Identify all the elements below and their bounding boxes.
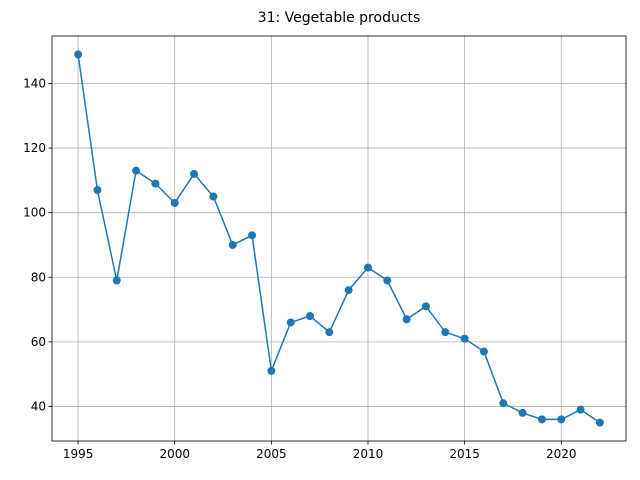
marker	[74, 50, 83, 59]
marker	[441, 328, 450, 337]
marker	[499, 399, 508, 408]
marker	[479, 347, 488, 356]
marker	[93, 186, 102, 195]
marker	[286, 318, 295, 327]
marker	[557, 415, 566, 424]
y-tick-label: 100	[23, 206, 46, 220]
marker	[344, 286, 353, 295]
marker	[248, 231, 257, 240]
marker	[383, 276, 392, 285]
x-tick-label: 2010	[353, 447, 384, 461]
x-tick-label: 2020	[546, 447, 577, 461]
marker	[228, 240, 237, 249]
x-tick-label: 2000	[159, 447, 190, 461]
marker	[518, 408, 527, 417]
x-tick-label: 2005	[256, 447, 287, 461]
plot-frame	[51, 35, 627, 442]
chart-title: 31: Vegetable products	[258, 10, 421, 26]
marker	[190, 169, 199, 178]
y-tick-label: 140	[23, 76, 46, 90]
marker	[151, 179, 160, 188]
marker	[112, 276, 121, 285]
marker	[170, 198, 179, 207]
marker	[576, 405, 585, 414]
marker	[132, 166, 141, 175]
x-tick-label: 1995	[63, 447, 94, 461]
y-tick-label: 40	[31, 399, 46, 413]
marker	[267, 366, 276, 375]
marker	[402, 315, 411, 324]
marker	[460, 334, 469, 343]
marker	[537, 415, 546, 424]
marker	[595, 418, 604, 427]
marker	[306, 312, 315, 321]
y-tick-label: 60	[31, 335, 46, 349]
y-tick-label: 120	[23, 141, 46, 155]
marker	[325, 328, 334, 337]
line	[77, 54, 601, 424]
x-tick-label: 2015	[449, 447, 480, 461]
y-tick-label: 80	[31, 270, 46, 284]
marker	[209, 192, 218, 201]
marker	[363, 263, 372, 272]
marker	[421, 302, 430, 311]
